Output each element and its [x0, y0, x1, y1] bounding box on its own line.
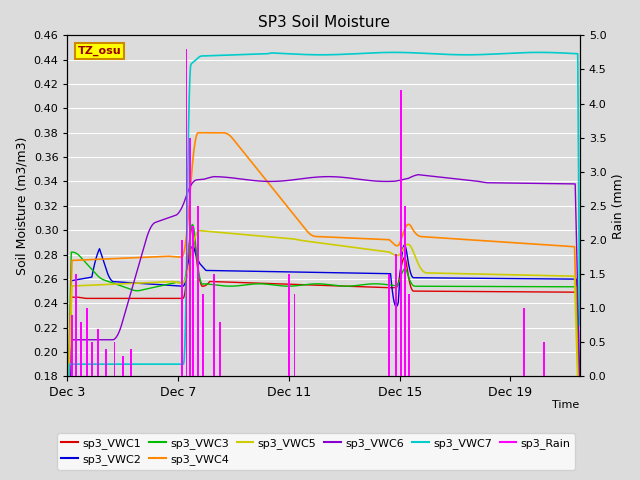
Bar	[75, 274, 77, 376]
Bar	[213, 274, 215, 376]
Text: TZ_osu: TZ_osu	[77, 46, 122, 56]
Bar	[97, 329, 99, 376]
Bar	[524, 308, 525, 376]
Bar	[395, 253, 397, 376]
Text: Time: Time	[552, 400, 580, 410]
Bar	[105, 349, 107, 376]
Bar	[186, 49, 188, 376]
Legend: sp3_VWC1, sp3_VWC2, sp3_VWC3, sp3_VWC4, sp3_VWC5, sp3_VWC6, sp3_VWC7, sp3_Rain: sp3_VWC1, sp3_VWC2, sp3_VWC3, sp3_VWC4, …	[57, 433, 575, 469]
Bar	[294, 295, 296, 376]
Bar	[202, 295, 204, 376]
Bar	[70, 315, 72, 376]
Bar	[543, 342, 545, 376]
Bar	[122, 356, 124, 376]
Bar	[388, 274, 390, 376]
Bar	[408, 295, 410, 376]
Title: SP3 Soil Moisture: SP3 Soil Moisture	[257, 15, 390, 30]
Bar	[86, 308, 88, 376]
Bar	[81, 322, 83, 376]
Bar	[113, 342, 115, 376]
Y-axis label: Soil Moisture (m3/m3): Soil Moisture (m3/m3)	[15, 137, 28, 275]
Bar	[288, 274, 290, 376]
Bar	[219, 322, 221, 376]
Y-axis label: Rain (mm): Rain (mm)	[612, 173, 625, 239]
Bar	[404, 206, 406, 376]
Bar	[189, 138, 191, 376]
Bar	[181, 240, 183, 376]
Bar	[400, 90, 402, 376]
Bar	[92, 342, 93, 376]
Bar	[196, 206, 198, 376]
Bar	[193, 226, 195, 376]
Bar	[130, 349, 132, 376]
